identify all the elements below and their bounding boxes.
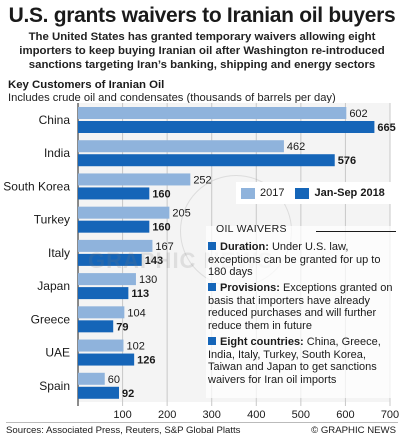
- bar-2018: [78, 220, 150, 233]
- info-item-text: Exceptions granted on basis that importe…: [208, 282, 393, 332]
- category-label: China: [39, 113, 71, 127]
- category-label: India: [44, 146, 70, 160]
- page-subtitle: The United States has granted temporary …: [19, 31, 385, 71]
- info-item-label: Duration:: [220, 241, 269, 253]
- page-title: U.S. grants waivers to Iranian oil buyer…: [8, 4, 396, 27]
- info-item-label: Provisions:: [220, 282, 280, 294]
- bullet-square-icon: [208, 283, 216, 291]
- value-label-2017: 167: [155, 241, 173, 253]
- value-label-2017: 462: [287, 141, 305, 153]
- value-label-2018: 79: [116, 321, 128, 333]
- value-label-2017: 205: [172, 208, 190, 220]
- bar-2017: [78, 306, 125, 319]
- bar-2017: [78, 107, 347, 119]
- footer-divider: [6, 422, 398, 423]
- bar-2018: [78, 287, 129, 300]
- category-label: UAE: [45, 346, 70, 360]
- value-label-2018: 160: [152, 222, 170, 234]
- value-label-2017: 104: [127, 307, 145, 319]
- section-heading: Key Customers of Iranian Oil: [8, 79, 165, 91]
- value-label-2018: 126: [137, 355, 155, 367]
- oil-waivers-heading: OIL WAIVERS: [216, 223, 287, 235]
- x-tick-label: 500: [292, 409, 310, 421]
- bar-2017: [78, 273, 136, 286]
- bar-2017: [78, 173, 191, 186]
- bar-2018: [78, 121, 375, 133]
- x-tick-label: 400: [247, 409, 265, 421]
- section-subheading: Includes crude oil and condensates (thou…: [8, 92, 336, 104]
- info-item-duration: Duration: Under U.S. law, exceptions can…: [208, 241, 396, 279]
- x-tick-label: 300: [203, 409, 221, 421]
- oil-waivers-box: OIL WAIVERS Duration: Under U.S. law, ex…: [206, 223, 396, 398]
- legend-label-2017: 2017: [260, 187, 285, 199]
- value-label-2018: 576: [338, 155, 356, 167]
- category-label: Japan: [37, 279, 70, 293]
- value-label-2017: 130: [139, 274, 157, 286]
- value-label-2017: 602: [349, 108, 367, 120]
- category-label: Spain: [39, 379, 70, 393]
- bar-2018: [78, 320, 114, 333]
- bar-2017: [78, 339, 124, 352]
- source-note: Sources: Associated Press, Reuters, S&P …: [6, 425, 241, 436]
- category-label: Greece: [31, 312, 71, 326]
- x-tick-label: 100: [113, 409, 131, 421]
- bullet-square-icon: [208, 337, 216, 345]
- legend-swatch-2018: [295, 187, 310, 199]
- bar-2018: [78, 154, 335, 167]
- value-label-2018: 92: [122, 388, 134, 400]
- category-label: Turkey: [34, 213, 70, 227]
- info-item-text: China, Greece, India, Italy, Turkey, Sou…: [208, 336, 381, 386]
- value-label-2017: 102: [126, 341, 144, 353]
- bar-2017: [78, 206, 170, 219]
- bullet-square-icon: [208, 242, 216, 250]
- value-label-2018: 113: [131, 288, 149, 300]
- bar-2017: [78, 372, 105, 385]
- value-label-2018: 143: [145, 255, 163, 267]
- chart-legend: 2017 Jan-Sep 2018: [236, 182, 396, 204]
- category-label: South Korea: [3, 179, 70, 193]
- bar-2017: [78, 140, 284, 153]
- bar-2018: [78, 253, 142, 266]
- x-tick-label: 600: [336, 409, 354, 421]
- x-tick-label: 200: [158, 409, 176, 421]
- oil-waivers-rule: [316, 231, 396, 232]
- value-label-2018: 160: [152, 188, 170, 200]
- bar-2017: [78, 239, 153, 252]
- bar-2018: [78, 187, 150, 200]
- category-label: Italy: [48, 246, 70, 260]
- info-item-label: Eight countries:: [220, 336, 304, 348]
- credit-note: © GRAPHIC NEWS: [311, 425, 396, 436]
- bar-2018: [78, 386, 120, 399]
- info-item-provisions: Provisions: Exceptions granted on basis …: [208, 282, 396, 332]
- info-item-text: Under U.S. law, exceptions can be grante…: [208, 241, 381, 278]
- value-label-2018: 665: [377, 122, 395, 134]
- legend-label-2018: Jan-Sep 2018: [314, 187, 385, 199]
- info-item-countries: Eight countries: China, Greece, India, I…: [208, 336, 396, 386]
- bar-2018: [78, 353, 135, 366]
- x-tick-label: 700: [381, 409, 399, 421]
- value-label-2017: 60: [108, 374, 120, 386]
- value-label-2017: 252: [193, 174, 211, 186]
- legend-swatch-2017: [241, 187, 255, 199]
